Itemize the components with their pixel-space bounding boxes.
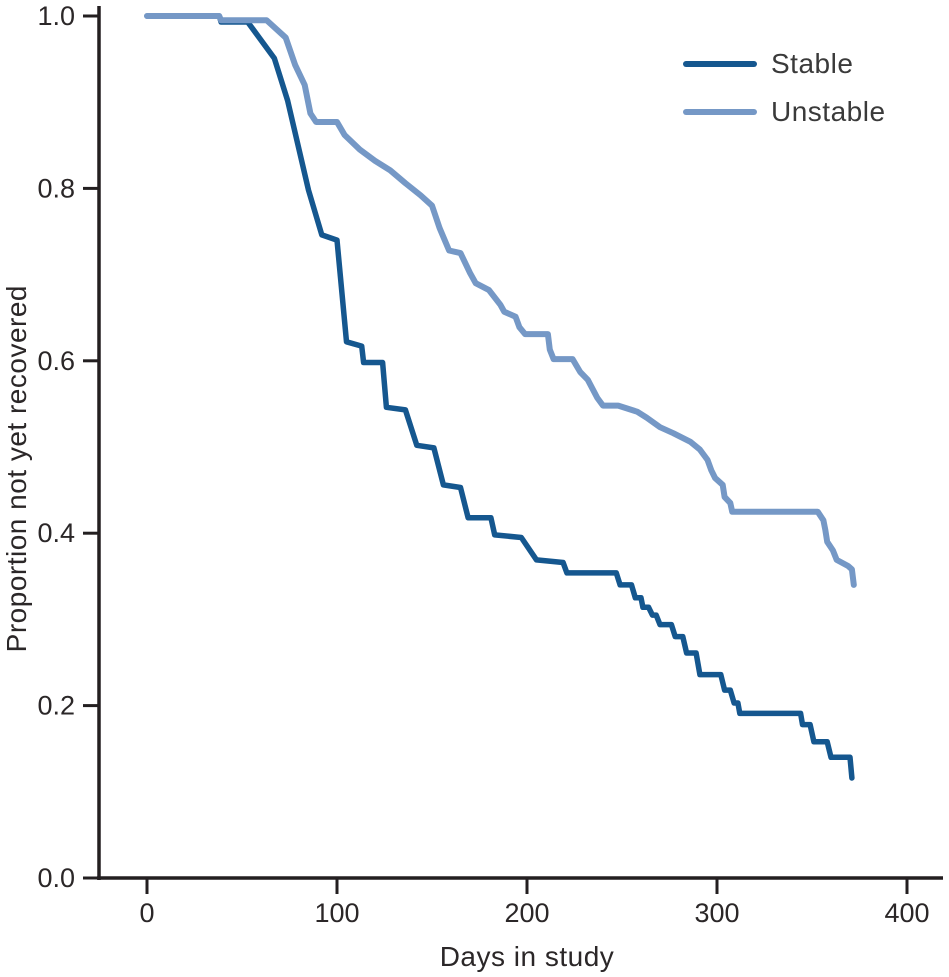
series-unstable-curve <box>144 13 857 588</box>
legend-item-unstable: Unstable <box>683 88 886 136</box>
series-stable-curve <box>144 13 855 781</box>
y-tick-label: 0.0 <box>37 863 75 893</box>
x-tick-label: 100 <box>314 898 359 928</box>
y-tick-label: 1.0 <box>37 1 75 31</box>
legend-label-stable: Stable <box>771 48 854 79</box>
legend-item-stable: Stable <box>683 40 886 88</box>
x-tick-label: 400 <box>884 898 929 928</box>
x-axis-title: Days in study <box>439 941 615 972</box>
legend-label-unstable: Unstable <box>771 96 886 127</box>
y-tick-label: 0.8 <box>37 173 75 203</box>
stable-line-swatch <box>683 61 757 67</box>
x-tick-label: 200 <box>504 898 549 928</box>
x-tick-label: 0 <box>139 898 154 928</box>
y-tick-label: 0.4 <box>37 518 75 548</box>
legend: Stable Unstable <box>683 40 886 136</box>
y-tick-label: 0.2 <box>37 691 75 721</box>
x-tick-label: 300 <box>694 898 739 928</box>
unstable-line-swatch <box>683 109 757 115</box>
y-axis-title-text: Proportion not yet recovered <box>1 285 32 653</box>
y-tick-label: 0.6 <box>37 346 75 376</box>
y-axis-title: Proportion not yet recovered <box>0 259 34 679</box>
